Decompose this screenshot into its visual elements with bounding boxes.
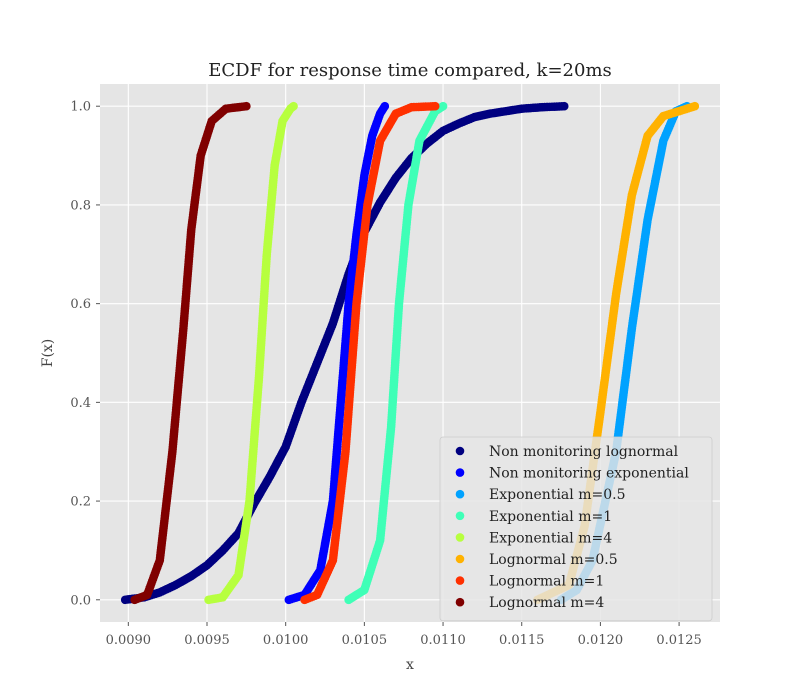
legend-marker (455, 468, 465, 477)
legend-marker (455, 489, 465, 499)
legend-label: Exponential m=0.5 (489, 487, 625, 503)
series-6 (300, 101, 440, 605)
data-point (438, 101, 448, 111)
legend-box (439, 436, 713, 622)
chart-title: ECDF for response time compared, k=20ms (208, 60, 612, 81)
x-tick-label: 0.0125 (656, 633, 702, 648)
x-tick-label: 0.0090 (106, 633, 152, 648)
data-point (289, 101, 298, 111)
series-1 (284, 101, 390, 605)
x-axis-label: x (406, 657, 414, 673)
series-4 (204, 101, 298, 605)
y-tick-label: 0.4 (70, 396, 91, 411)
legend-marker (455, 533, 465, 542)
data-point (380, 101, 390, 111)
y-tick-label: 0.8 (70, 198, 91, 213)
data-marks (120, 101, 700, 605)
legend-marker (455, 446, 465, 456)
y-axis-label: F(x) (40, 339, 56, 368)
x-tick-label: 0.0110 (420, 633, 466, 648)
legend-label: Lognormal m=0.5 (489, 552, 618, 568)
series-3 (344, 101, 448, 605)
legend-label: Lognormal m=1 (489, 574, 604, 590)
data-point (242, 101, 251, 111)
x-tick-label: 0.0120 (578, 633, 624, 648)
x-tick-label: 0.0100 (263, 633, 309, 648)
series-7 (130, 101, 251, 605)
data-point (430, 101, 440, 111)
y-tick-label: 0.2 (70, 495, 91, 510)
legend-marker (455, 576, 465, 585)
y-tick-label: 1.0 (70, 100, 91, 115)
legend-label: Exponential m=1 (489, 509, 612, 525)
legend-marker (455, 597, 465, 607)
data-point (559, 101, 569, 111)
legend-label: Exponential m=4 (489, 530, 612, 546)
y-tick-label: 0.6 (70, 297, 91, 312)
x-tick-label: 0.0095 (184, 633, 230, 648)
legend-label: Non monitoring exponential (489, 466, 689, 482)
x-tick-label: 0.0105 (342, 633, 388, 648)
legend-label: Non monitoring lognormal (489, 444, 679, 460)
legend-marker (455, 511, 465, 521)
legend: Non monitoring lognormal Non monitoring e… (439, 436, 713, 622)
legend-marker (455, 554, 465, 564)
axis-ticks: 0.0090 0.0095 0.0100 0.0105 0.0110 0.0115 0.01… (70, 100, 702, 648)
legend-label: Lognormal m=4 (489, 595, 604, 611)
x-tick-label: 0.0115 (499, 633, 545, 648)
data-point (690, 101, 700, 111)
y-tick-label: 0.0 (70, 593, 91, 608)
